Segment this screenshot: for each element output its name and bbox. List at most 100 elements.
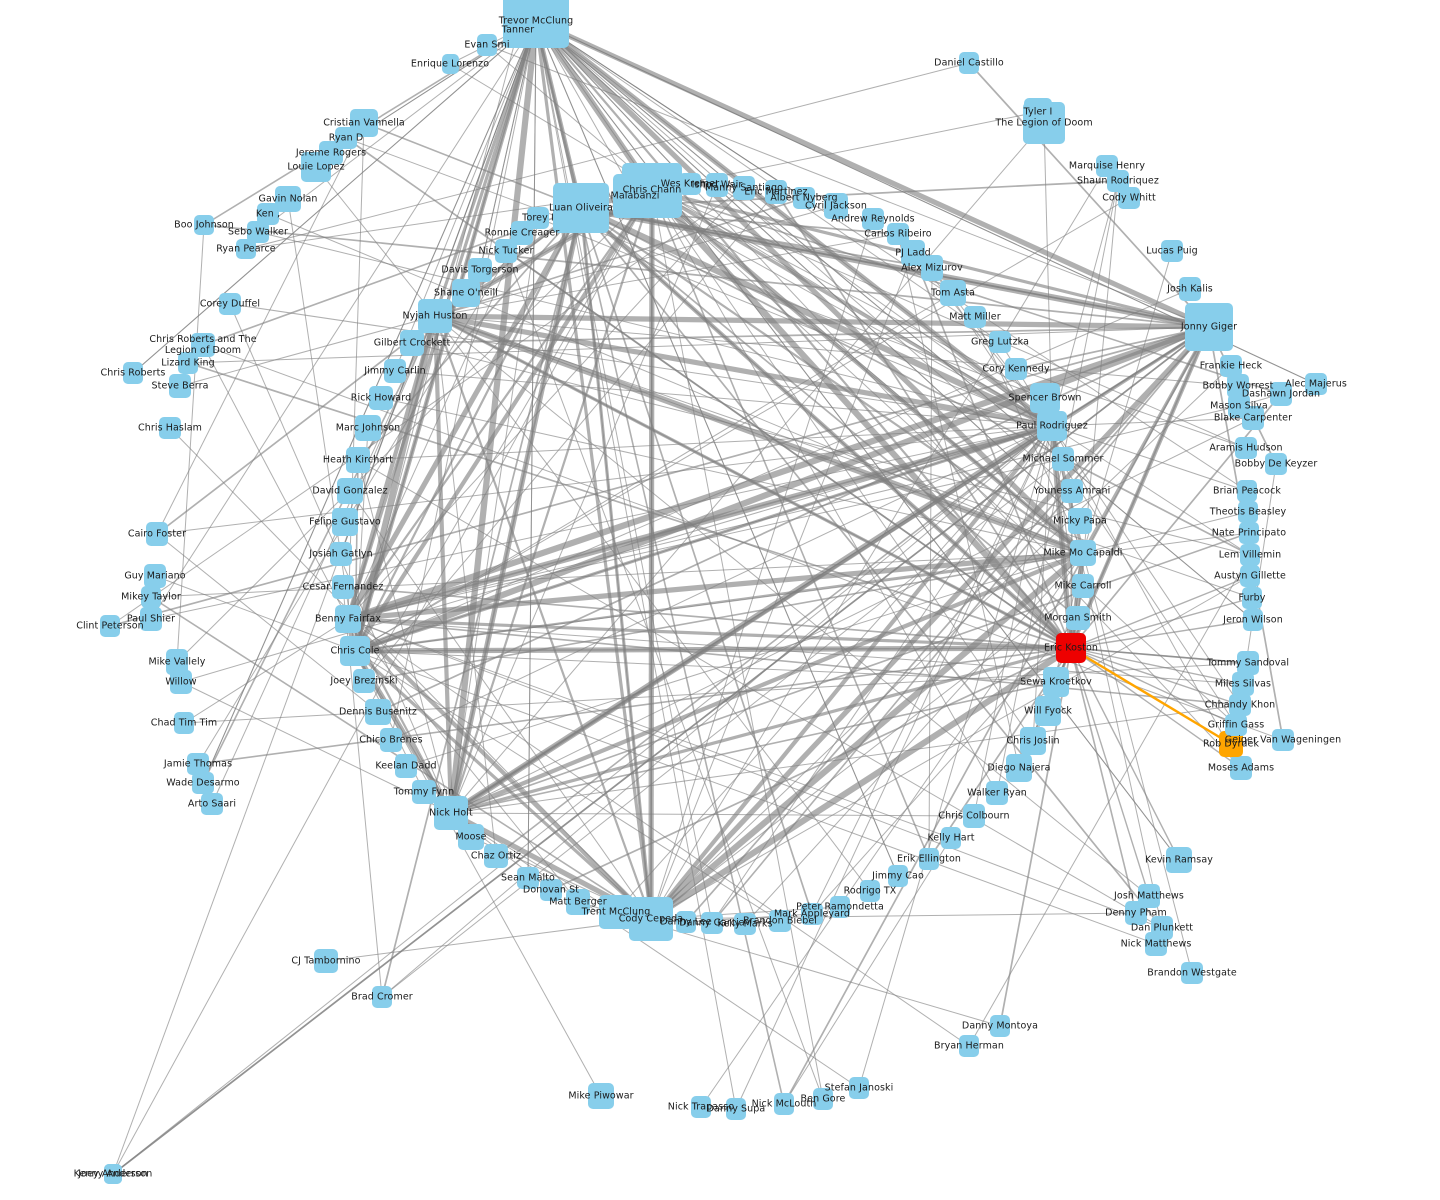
graph-node-jeron-wilson[interactable] [1243, 609, 1263, 631]
graph-node-alex-mizurov[interactable] [921, 255, 943, 281]
graph-node-chris-joslin[interactable] [1020, 727, 1046, 755]
graph-node-steve-berra[interactable] [169, 374, 191, 398]
graph-node-tom-asta[interactable] [940, 280, 966, 306]
graph-node-nick-tucker[interactable] [495, 239, 517, 263]
graph-node-malabanzi[interactable] [613, 174, 657, 218]
graph-node-cory-kennedy[interactable] [1005, 358, 1027, 380]
graph-node-andrew-reynolds[interactable] [862, 208, 884, 230]
graph-node-nyjah-huston[interactable] [418, 299, 452, 333]
graph-node-danny-montoya[interactable] [990, 1015, 1010, 1037]
graph-node-brandon-westgate[interactable] [1181, 962, 1203, 984]
graph-node-mike-piwowar[interactable] [588, 1083, 614, 1109]
graph-node-carlos-ribeiro[interactable] [887, 223, 909, 245]
graph-node-chaz-ortiz[interactable] [484, 844, 508, 868]
graph-node-jimmy-cao[interactable] [888, 865, 908, 887]
graph-node-mike-carroll[interactable] [1072, 574, 1094, 598]
graph-node-david-gonzalez[interactable] [337, 478, 363, 504]
graph-node-mike-mo-capaldi[interactable] [1070, 540, 1096, 566]
graph-node-josiah-gatlyn[interactable] [330, 542, 352, 566]
graph-node-heath-kirchart[interactable] [346, 447, 370, 473]
graph-node-albert-nyberg[interactable] [793, 187, 815, 209]
graph-node-cj-tambornino[interactable] [314, 949, 338, 973]
graph-node-greg-lutzka[interactable] [989, 331, 1011, 353]
graph-node-geiger-van-wageningen[interactable] [1272, 729, 1294, 751]
graph-node-brad-cromer[interactable] [372, 986, 392, 1008]
graph-node-gavin-nolan[interactable] [275, 186, 301, 212]
graph-node-denny-pham[interactable] [1125, 901, 1147, 925]
graph-node-enrique-lorenzo[interactable] [441, 54, 459, 74]
graph-node-mark-appleyard[interactable] [801, 903, 823, 925]
graph-node-benny-fairfax[interactable] [335, 605, 361, 633]
graph-node-sean-malto[interactable] [517, 867, 539, 889]
graph-node-michael-sommer[interactable] [1052, 447, 1074, 471]
graph-node-danny-garcia[interactable] [701, 912, 723, 934]
graph-node-tommy-fynn[interactable] [412, 780, 436, 804]
graph-node-clint-peterson[interactable] [100, 615, 120, 637]
graph-node-peter-ramondetta[interactable] [830, 896, 850, 918]
graph-node-paul-rodriguez[interactable] [1037, 411, 1067, 441]
graph-node-rick-howard[interactable] [369, 386, 393, 410]
graph-node-youness-amrani[interactable] [1061, 479, 1083, 503]
graph-node-ishod-wair[interactable] [706, 173, 728, 197]
graph-node-brandon-biebel[interactable] [769, 910, 791, 932]
graph-node-donovan-st[interactable] [540, 879, 562, 901]
graph-node-joey-anderson[interactable] [104, 1164, 122, 1184]
graph-node-erik-ellington[interactable] [919, 848, 939, 870]
graph-node-will-fyock[interactable] [1035, 696, 1061, 726]
graph-node-dashawn-jordan[interactable] [1270, 382, 1292, 406]
graph-node-cesar-fernandez[interactable] [332, 575, 354, 599]
graph-node-ronnie-creager[interactable] [511, 221, 533, 245]
graph-node-bryan-herman[interactable] [959, 1035, 979, 1057]
graph-node-austyn-gillette[interactable] [1240, 565, 1260, 587]
graph-node-stefan-janoski[interactable] [849, 1077, 869, 1099]
graph-node-danny-lee[interactable] [676, 911, 696, 933]
graph-node-nick-holt[interactable] [434, 796, 468, 830]
graph-node-dennis-busenitz[interactable] [365, 699, 391, 725]
graph-node-paul-shier[interactable] [140, 607, 162, 631]
graph-node-corey-duffel[interactable] [219, 293, 241, 315]
graph-node-willow[interactable] [170, 670, 192, 694]
graph-node-lizard-king[interactable] [178, 352, 198, 374]
graph-node-eric-martinez[interactable] [765, 180, 787, 204]
graph-node-frankie-heck[interactable] [1220, 355, 1242, 377]
graph-node-cairo-foster[interactable] [146, 522, 168, 546]
graph-node-mike-vallely[interactable] [166, 649, 188, 675]
graph-node-tanner[interactable] [509, 19, 527, 41]
graph-node-joey-brezinski[interactable] [353, 669, 375, 693]
graph-node-chad-tim-tim[interactable] [174, 712, 194, 734]
graph-node-sebo-walker[interactable] [247, 221, 269, 243]
graph-node-davis-torgerson[interactable] [468, 258, 492, 282]
graph-node-moses-adams[interactable] [1230, 756, 1252, 780]
graph-node-ben-gore[interactable] [813, 1088, 833, 1110]
graph-node-eric-koston[interactable] [1056, 633, 1086, 663]
graph-node-diego-najera[interactable] [1006, 754, 1032, 782]
graph-node-louie-lopez[interactable] [301, 152, 331, 182]
graph-node-danny-supa[interactable] [726, 1098, 746, 1120]
graph-node-cyril-jackson[interactable] [824, 193, 848, 219]
graph-node-wes-kremer[interactable] [679, 173, 701, 195]
graph-node-evan-smi[interactable] [477, 34, 497, 56]
graph-node-ken[interactable] [257, 203, 279, 225]
graph-node-bobby-de-keyzer[interactable] [1265, 453, 1287, 475]
graph-node-nick-matthews[interactable] [1145, 932, 1167, 956]
graph-node-josh-kalis[interactable] [1179, 277, 1201, 301]
graph-node-walker-ryan[interactable] [986, 781, 1008, 805]
graph-node-gilbert-crockett[interactable] [400, 330, 424, 356]
graph-node-felipe-gustavo[interactable] [332, 508, 358, 536]
graph-node-kelly-marks[interactable] [734, 913, 756, 935]
graph-node-chris-roberts[interactable] [123, 362, 143, 384]
graph-node-furby[interactable] [1242, 587, 1262, 609]
graph-node-guy-mariano[interactable] [144, 564, 166, 588]
graph-node-boo-johnson[interactable] [194, 215, 214, 235]
graph-node-kevin-ramsay[interactable] [1166, 847, 1192, 873]
graph-node-arto-saari[interactable] [201, 793, 223, 815]
graph-node-chico-brenes[interactable] [380, 728, 402, 752]
graph-node-griffin-gass[interactable] [1225, 714, 1247, 736]
graph-node-chris-cole[interactable] [340, 636, 370, 666]
graph-node-micky-papa[interactable] [1068, 508, 1092, 534]
graph-node-lucas-puig[interactable] [1161, 240, 1183, 262]
graph-node-aramis-hudson[interactable] [1235, 437, 1257, 459]
graph-node-keelan-dadd[interactable] [395, 754, 417, 778]
graph-node-jimmy-carlin[interactable] [384, 359, 406, 383]
